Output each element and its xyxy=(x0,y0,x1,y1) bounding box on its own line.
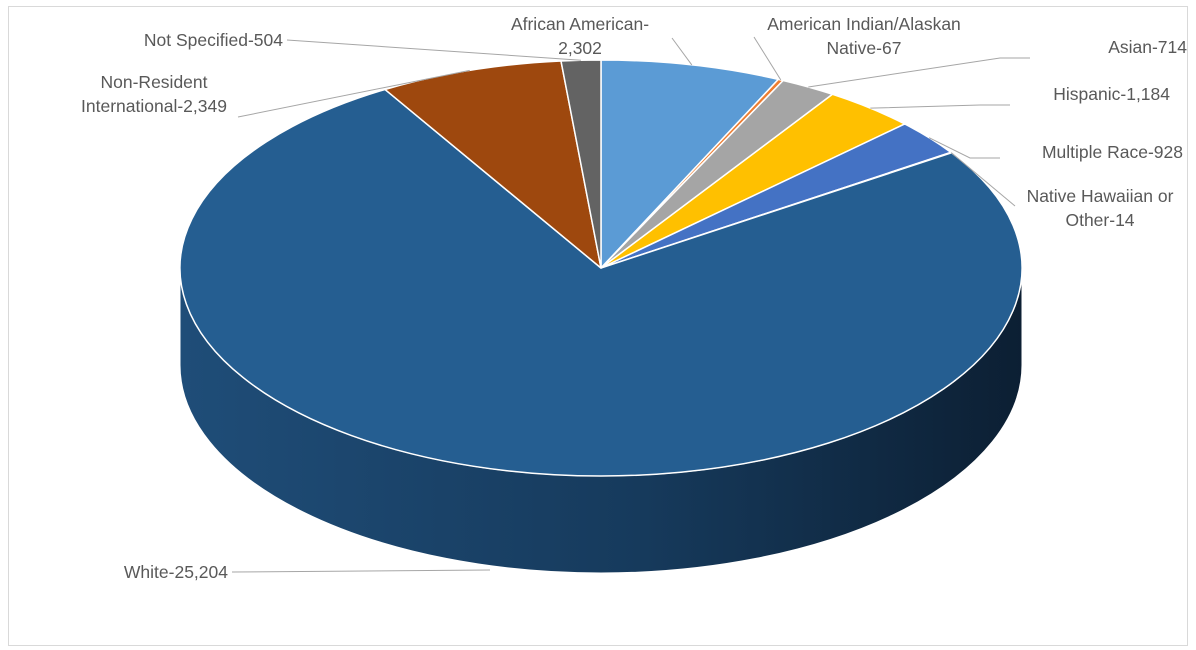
data-label-hispanic: Hispanic-1,184 xyxy=(1053,84,1170,104)
leader-line-non-resident-international xyxy=(237,69,470,118)
data-label-asian: Asian-714 xyxy=(1108,37,1187,57)
data-label-american-indian-alaskan-native: American Indian/Alaskan Native-67 xyxy=(767,14,961,58)
pie-slice-white[interactable] xyxy=(179,88,1023,477)
data-label-multiple-race: Multiple Race-928 xyxy=(1042,142,1183,162)
leader-line-hispanic xyxy=(870,104,1010,109)
data-label-native-hawaiian-or-other: Native Hawaiian or Other-14 xyxy=(1027,186,1174,230)
leader-line-multiple-race xyxy=(928,137,1000,159)
data-label-not-specified: Not Specified-504 xyxy=(144,30,283,50)
pie-top-layer xyxy=(179,59,1023,477)
leader-line-white xyxy=(231,569,491,573)
leader-line-african-american xyxy=(671,37,693,66)
leader-line-asian xyxy=(808,57,1030,88)
data-label-non-resident-international: Non-Resident International-2,349 xyxy=(81,72,227,116)
data-label-white: White-25,204 xyxy=(124,562,228,582)
leader-lines xyxy=(231,36,1030,573)
pie-slice-not-specified[interactable] xyxy=(560,59,602,269)
pie-slice-non-resident-international[interactable] xyxy=(384,60,602,269)
data-label-african-american: African American-2,302 xyxy=(511,14,649,58)
leader-line-american-indian-alaskan-native xyxy=(753,36,782,81)
leader-line-native-hawaiian-or-other xyxy=(950,152,1016,207)
pie-slice-african-american[interactable] xyxy=(600,59,780,269)
data-labels: African American-2,302 American Indian/Al… xyxy=(81,14,1187,582)
leader-line-not-specified xyxy=(286,39,582,61)
